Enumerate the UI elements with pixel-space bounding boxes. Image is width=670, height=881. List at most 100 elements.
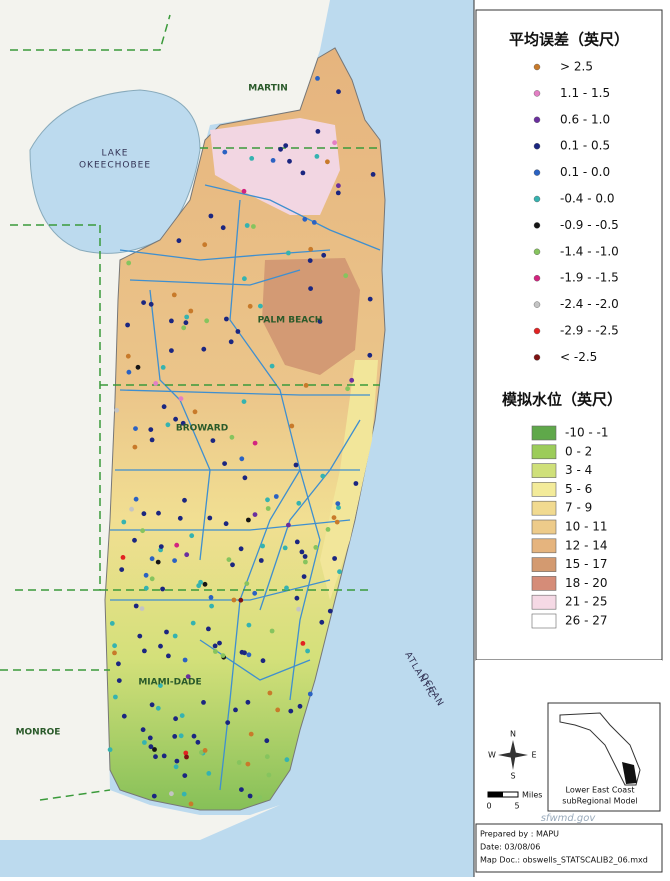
- well-dot: [247, 793, 253, 799]
- well-dot: [113, 694, 118, 700]
- well-dot: [303, 383, 309, 388]
- well-dot: [320, 473, 326, 479]
- credit-line: Prepared by : MAPU: [480, 830, 559, 839]
- well-dot: [164, 629, 169, 635]
- well-dot: [283, 143, 289, 149]
- well-dot: [169, 791, 174, 797]
- well-dot: [307, 258, 313, 263]
- legend-label: 12 - 14: [565, 538, 608, 552]
- well-dot: [332, 140, 337, 146]
- scale-bar: Miles 0 5: [486, 791, 542, 811]
- well-dot: [161, 753, 167, 759]
- well-dot: [213, 649, 218, 654]
- well-dot: [302, 554, 308, 559]
- scale-tick: 0: [486, 802, 491, 811]
- well-dot: [133, 426, 138, 431]
- well-dot: [129, 506, 135, 512]
- legend-label: 3 - 4: [565, 463, 592, 477]
- legend-dot: [533, 169, 541, 176]
- well-dot: [367, 352, 373, 358]
- well-dot: [120, 555, 126, 560]
- high-stage-zone: [210, 118, 340, 215]
- well-dot: [258, 303, 263, 309]
- well-dot: [173, 716, 179, 722]
- well-dot: [155, 705, 161, 711]
- well-dot: [236, 760, 242, 765]
- well-dot: [222, 149, 228, 155]
- well-dot: [235, 329, 241, 334]
- well-dot: [302, 216, 308, 222]
- well-dot: [230, 562, 235, 568]
- well-dot: [165, 422, 171, 428]
- well-dot: [265, 497, 270, 503]
- well-dot: [300, 641, 306, 646]
- well-dot: [180, 420, 186, 426]
- well-dot: [183, 320, 189, 326]
- well-dot: [229, 434, 235, 440]
- well-dot: [143, 572, 149, 578]
- legend-dot: [533, 354, 541, 361]
- well-dot: [158, 643, 163, 649]
- legend-label: -0.4 - 0.0: [560, 192, 614, 206]
- well-dot: [233, 707, 238, 713]
- legend-swatch: [531, 576, 557, 591]
- inset-caption: Lower East Coast: [566, 786, 635, 795]
- well-dot: [265, 506, 271, 511]
- well-dot: [252, 512, 258, 517]
- well-dot: [139, 606, 145, 611]
- well-dot: [133, 496, 139, 502]
- well-dot: [178, 733, 184, 739]
- legend-dot: [533, 275, 541, 282]
- well-dot: [181, 325, 187, 331]
- well-dot: [212, 643, 218, 649]
- well-dot: [349, 377, 355, 383]
- well-dot: [294, 539, 300, 545]
- scale-unit: Miles: [522, 791, 542, 800]
- well-dot: [121, 519, 127, 525]
- well-dot: [242, 276, 247, 282]
- well-dot: [286, 522, 291, 528]
- well-dot: [169, 348, 174, 353]
- legend-label: -1.9 - -1.5: [560, 271, 619, 285]
- well-dot: [327, 608, 333, 614]
- well-dot: [266, 772, 272, 778]
- well-dot: [119, 567, 125, 572]
- well-dot: [251, 224, 256, 229]
- legend-title: 平均误差（英尺）: [509, 31, 629, 49]
- well-dot: [174, 758, 180, 764]
- well-dot: [257, 795, 263, 800]
- well-dot: [148, 744, 154, 750]
- well-dot: [137, 633, 143, 639]
- well-dot: [173, 416, 179, 422]
- well-dot: [337, 569, 342, 575]
- well-dot: [178, 396, 184, 402]
- well-dot: [296, 500, 302, 506]
- well-dot: [343, 273, 349, 279]
- well-dot: [135, 364, 141, 370]
- legend-swatch: [531, 613, 557, 629]
- legend-label: > 2.5: [560, 60, 593, 74]
- ridge-zone: [320, 360, 378, 600]
- well-dot: [148, 301, 154, 307]
- legend-label: -2.4 - -2.0: [560, 297, 619, 311]
- legend-label: 21 - 25: [565, 595, 608, 609]
- well-dot: [370, 172, 376, 177]
- well-dot: [269, 363, 275, 369]
- well-dot: [222, 461, 228, 466]
- scale-tick: 5: [514, 802, 519, 811]
- well-dot: [239, 787, 244, 792]
- well-dot: [217, 640, 222, 646]
- well-dot: [311, 220, 317, 225]
- legend-label: 15 - 17: [565, 557, 608, 571]
- well-dot: [308, 246, 314, 252]
- county-lines: [0, 14, 380, 801]
- credit-line: Map Doc.: obswells_STATSCALIB2_06.mxd: [480, 856, 648, 865]
- well-dot: [335, 501, 341, 506]
- region-label: MARTIN: [248, 84, 287, 94]
- well-dot: [149, 576, 155, 582]
- legend-dot: [533, 63, 541, 71]
- well-dot: [126, 369, 132, 375]
- well-dot: [182, 497, 187, 503]
- well-dot: [141, 300, 147, 305]
- well-dot: [148, 427, 154, 432]
